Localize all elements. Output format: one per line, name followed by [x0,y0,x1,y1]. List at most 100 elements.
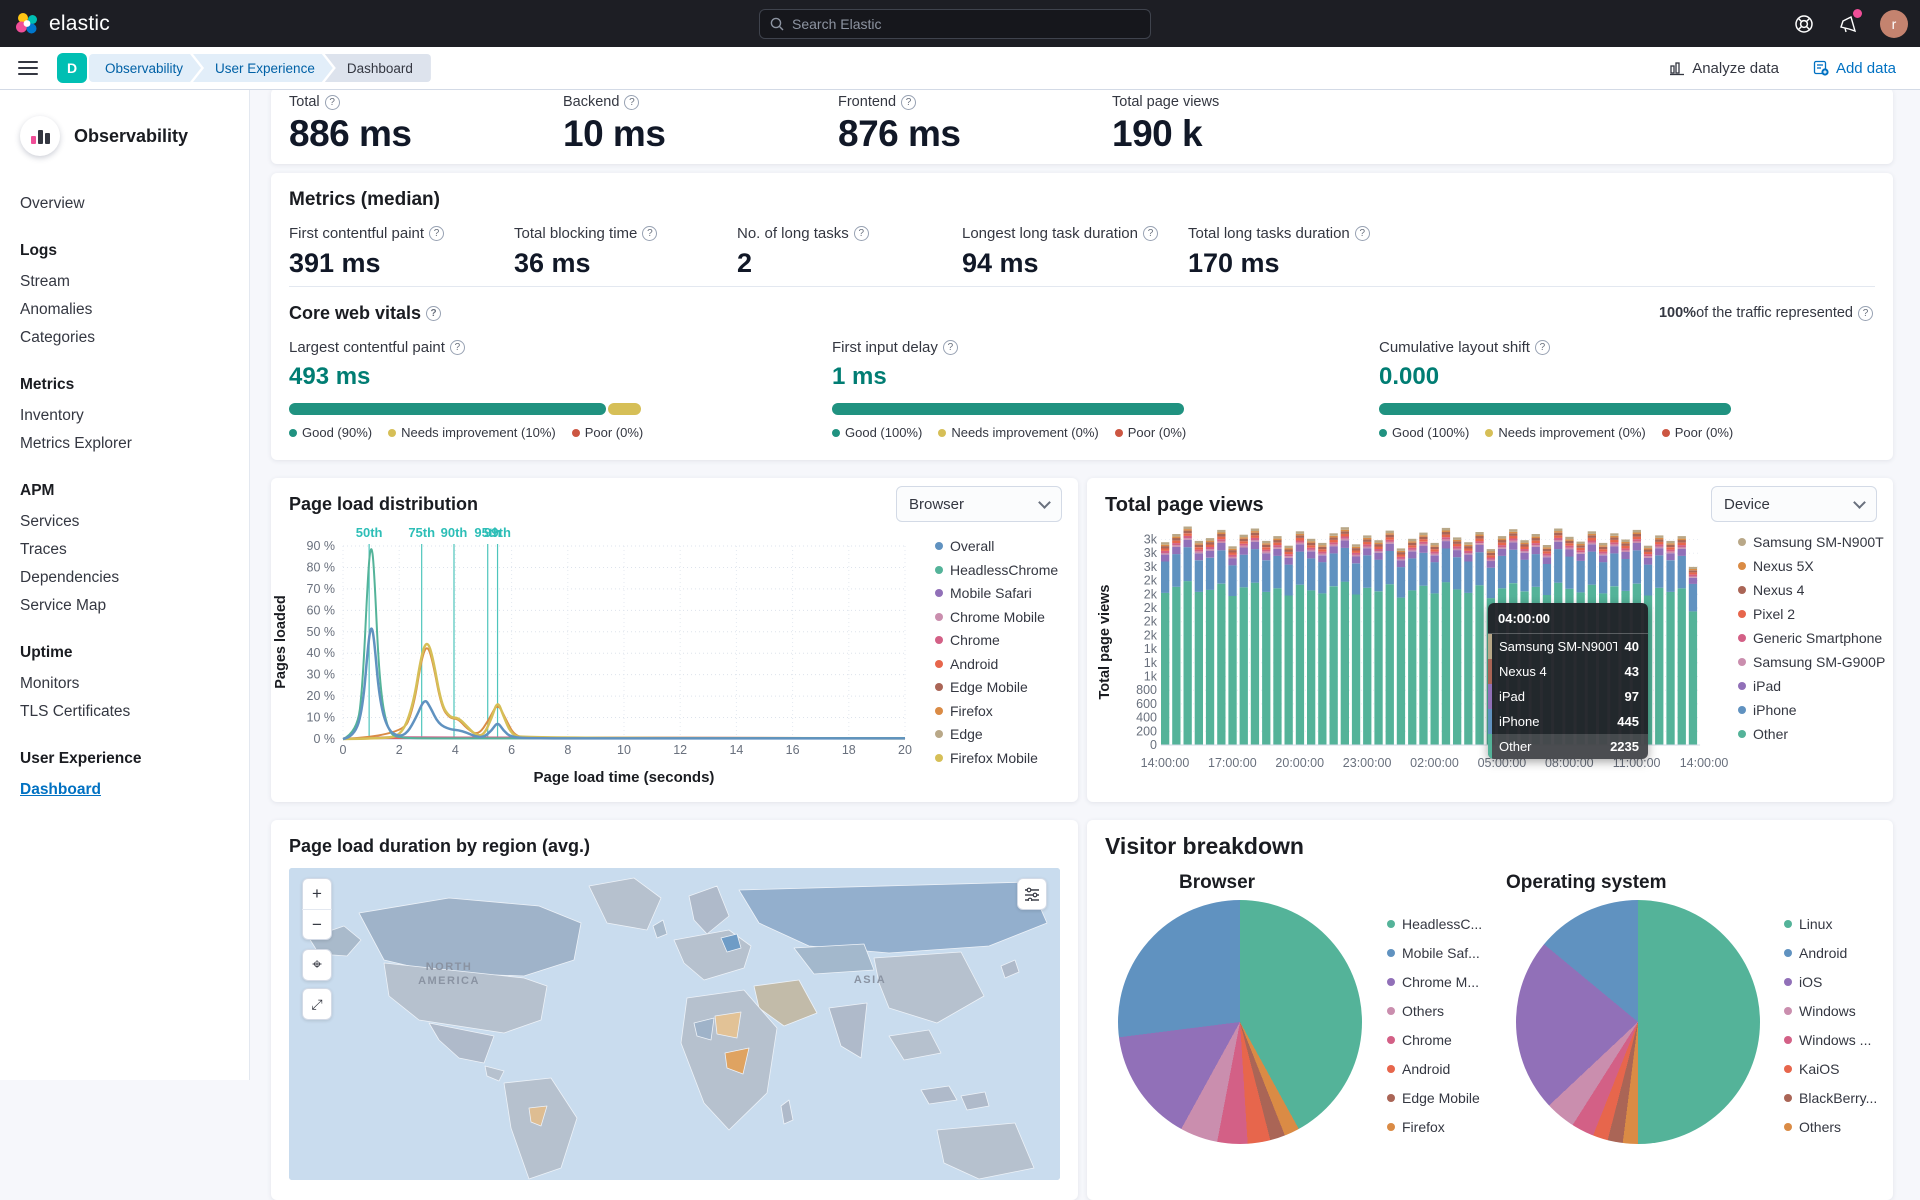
legend-item[interactable]: iPad [1738,678,1885,694]
visitor-breakdown-panel: Visitor breakdown Browser Operating syst… [1087,820,1893,1200]
sidebar-item-traces[interactable]: Traces [20,541,67,558]
legend-item[interactable]: Samsung SM-N900T [1738,534,1885,550]
elastic-brand[interactable]: elastic [0,11,220,37]
svg-text:20: 20 [898,743,912,757]
sidebar-item-inventory[interactable]: Inventory [20,407,84,424]
map-layers-button[interactable] [1017,878,1047,910]
breadcrumb-dashboard[interactable]: Dashboard [324,54,431,82]
vital-label: Largest contentful paint [289,339,649,356]
info-icon[interactable] [624,94,640,110]
sidebar-item-dependencies[interactable]: Dependencies [20,569,120,586]
svg-text:3k: 3k [1144,546,1158,560]
sidebar-item-dashboard[interactable]: Dashboard [20,781,101,798]
tooltip-series-name: Nexus 4 [1499,664,1547,679]
legend-item[interactable]: Firefox [935,703,1058,719]
info-icon[interactable] [1354,226,1370,241]
legend-item[interactable]: Chrome Mobile [935,609,1058,625]
svg-text:6: 6 [508,743,515,757]
analyze-data-button[interactable]: Analyze data [1669,60,1779,77]
add-data-icon [1813,60,1829,76]
legend-item[interactable]: Other [1738,726,1885,742]
tooltip-series-value: 97 [1624,689,1639,704]
svg-text:4: 4 [452,743,459,757]
legend-item[interactable]: iPhone [1738,702,1885,718]
legend-item[interactable]: iOS [1784,974,1877,990]
svg-text:90th: 90th [441,525,468,540]
menu-icon[interactable] [18,61,38,75]
help-icon[interactable] [1792,12,1816,36]
info-icon[interactable] [1142,226,1158,241]
svg-text:90 %: 90 % [307,539,336,553]
legend-item[interactable]: HeadlessChrome [935,562,1058,578]
info-icon[interactable] [449,340,465,355]
legend-item[interactable]: Chrome [935,632,1058,648]
breadcrumb-user-experience[interactable]: User Experience [193,54,333,82]
legend-item[interactable]: Android [935,656,1058,672]
zoom-in-button[interactable]: + [312,884,322,903]
legend-item[interactable]: HeadlessC... [1387,916,1482,932]
legend-item[interactable]: Nexus 4 [1738,582,1885,598]
legend-item[interactable]: Chrome M... [1387,974,1482,990]
legend-item[interactable]: Edge [935,726,1058,742]
legend-item[interactable]: Edge Mobile [935,679,1058,695]
legend-item[interactable]: Windows [1784,1003,1877,1019]
os-pie-chart[interactable] [1516,900,1760,1144]
views-legend: Samsung SM-N900T Nexus 5X Nexus 4 Pixel 2 Ge… [1738,534,1885,742]
app-badge[interactable]: D [57,53,87,83]
map-locate-button[interactable]: ⌖ [302,949,332,981]
info-icon[interactable] [324,94,340,110]
breakdown-select-device[interactable]: Device [1711,486,1877,522]
sidebar-item-service-map[interactable]: Service Map [20,597,107,614]
info-icon[interactable] [853,226,869,241]
info-icon[interactable] [426,306,442,321]
sidebar-item-services[interactable]: Services [20,513,80,530]
legend-dot [1784,1007,1792,1015]
sidebar-item-metrics-explorer[interactable]: Metrics Explorer [20,435,132,452]
info-icon[interactable] [901,94,917,110]
breakdown-select-browser[interactable]: Browser [896,486,1062,522]
sidebar-item-overview[interactable]: Overview [20,195,85,212]
browser-pie-chart[interactable] [1118,900,1362,1144]
sidebar-item-tls-certificates[interactable]: TLS Certificates [20,703,131,720]
legend-item[interactable]: Others [1784,1119,1877,1135]
legend-item[interactable]: Others [1387,1003,1482,1019]
sidebar-item-categories[interactable]: Categories [20,329,95,346]
legend-item[interactable]: Firefox Mobile [935,750,1058,766]
legend-item[interactable]: Overall [935,538,1058,554]
median-stat: Longest long task duration 94 ms [962,225,1158,279]
avatar[interactable]: r [1880,9,1908,38]
sidebar-section: Metrics Inventory Metrics Explorer [20,376,249,458]
map-expand-button[interactable]: ⤢ [302,988,332,1020]
info-icon[interactable] [429,226,445,241]
legend-dot [1387,920,1395,928]
legend-item[interactable]: Pixel 2 [1738,606,1885,622]
info-icon[interactable] [642,226,658,241]
legend-item[interactable]: Mobile Saf... [1387,945,1482,961]
legend-item[interactable]: Android [1784,945,1877,961]
add-data-button[interactable]: Add data [1813,60,1896,77]
info-icon[interactable] [942,340,958,355]
info-icon[interactable] [1858,305,1873,321]
legend-dot [1738,610,1746,618]
legend-item[interactable]: Mobile Safari [935,585,1058,601]
sidebar-item-stream[interactable]: Stream [20,273,70,290]
legend-item[interactable]: Generic Smartphone [1738,630,1885,646]
info-icon[interactable] [1534,340,1550,355]
zoom-out-button[interactable]: − [302,909,332,939]
legend-item[interactable]: Windows ... [1784,1032,1877,1048]
breadcrumb-observability[interactable]: Observability [89,54,201,82]
legend-item[interactable]: Firefox [1387,1119,1482,1135]
legend-item[interactable]: Samsung SM-G900P [1738,654,1885,670]
news-icon[interactable] [1836,8,1862,36]
sidebar-item-monitors[interactable]: Monitors [20,675,80,692]
legend-item[interactable]: BlackBerry... [1784,1090,1877,1106]
legend-item[interactable]: KaiOS [1784,1061,1877,1077]
legend-item[interactable]: Android [1387,1061,1482,1077]
sidebar-item-anomalies[interactable]: Anomalies [20,301,93,318]
search-input[interactable]: Search Elastic [759,9,1151,39]
legend-item[interactable]: Nexus 5X [1738,558,1885,574]
legend-item[interactable]: Chrome [1387,1032,1482,1048]
legend-item[interactable]: Edge Mobile [1387,1090,1482,1106]
world-map[interactable]: NORTH AMERICA ASIA + − ⌖ ⤢ [289,868,1060,1180]
legend-item[interactable]: Linux [1784,916,1877,932]
